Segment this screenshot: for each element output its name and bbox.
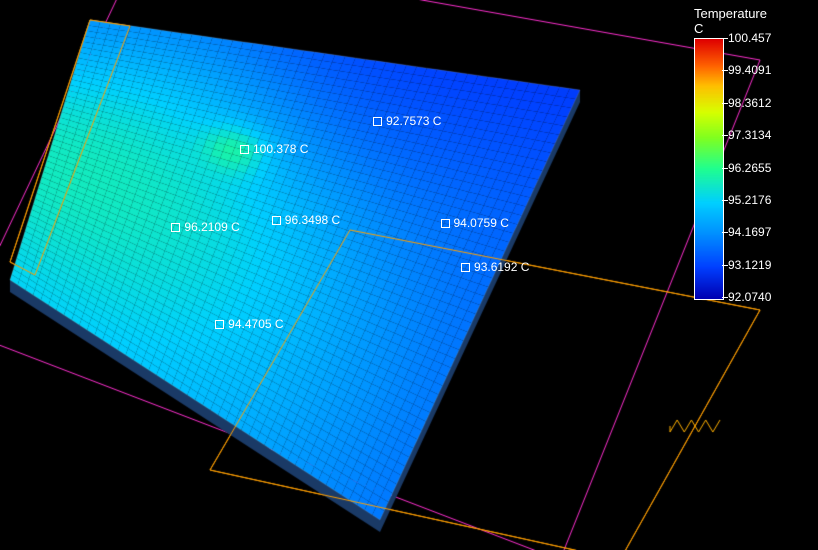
- legend-ticks: 100.45799.409198.361297.313496.265595.21…: [728, 38, 808, 298]
- legend-colorbar: [694, 38, 724, 300]
- legend-tick: 96.2655: [728, 162, 771, 174]
- legend-tick: 99.4091: [728, 64, 771, 76]
- legend-tick: 92.0740: [728, 291, 771, 303]
- legend-tick: 94.1697: [728, 226, 771, 238]
- legend-tick: 93.1219: [728, 259, 771, 271]
- legend-tick: 100.457: [728, 32, 771, 44]
- legend-tick: 95.2176: [728, 194, 771, 206]
- legend-tick: 97.3134: [728, 129, 771, 141]
- legend-tick: 98.3612: [728, 97, 771, 109]
- thermal-sim-viewport[interactable]: 100.378 C96.3498 C96.2109 C94.4705 C92.7…: [0, 0, 818, 550]
- color-legend: Temperature C 100.45799.409198.361297.31…: [694, 6, 812, 298]
